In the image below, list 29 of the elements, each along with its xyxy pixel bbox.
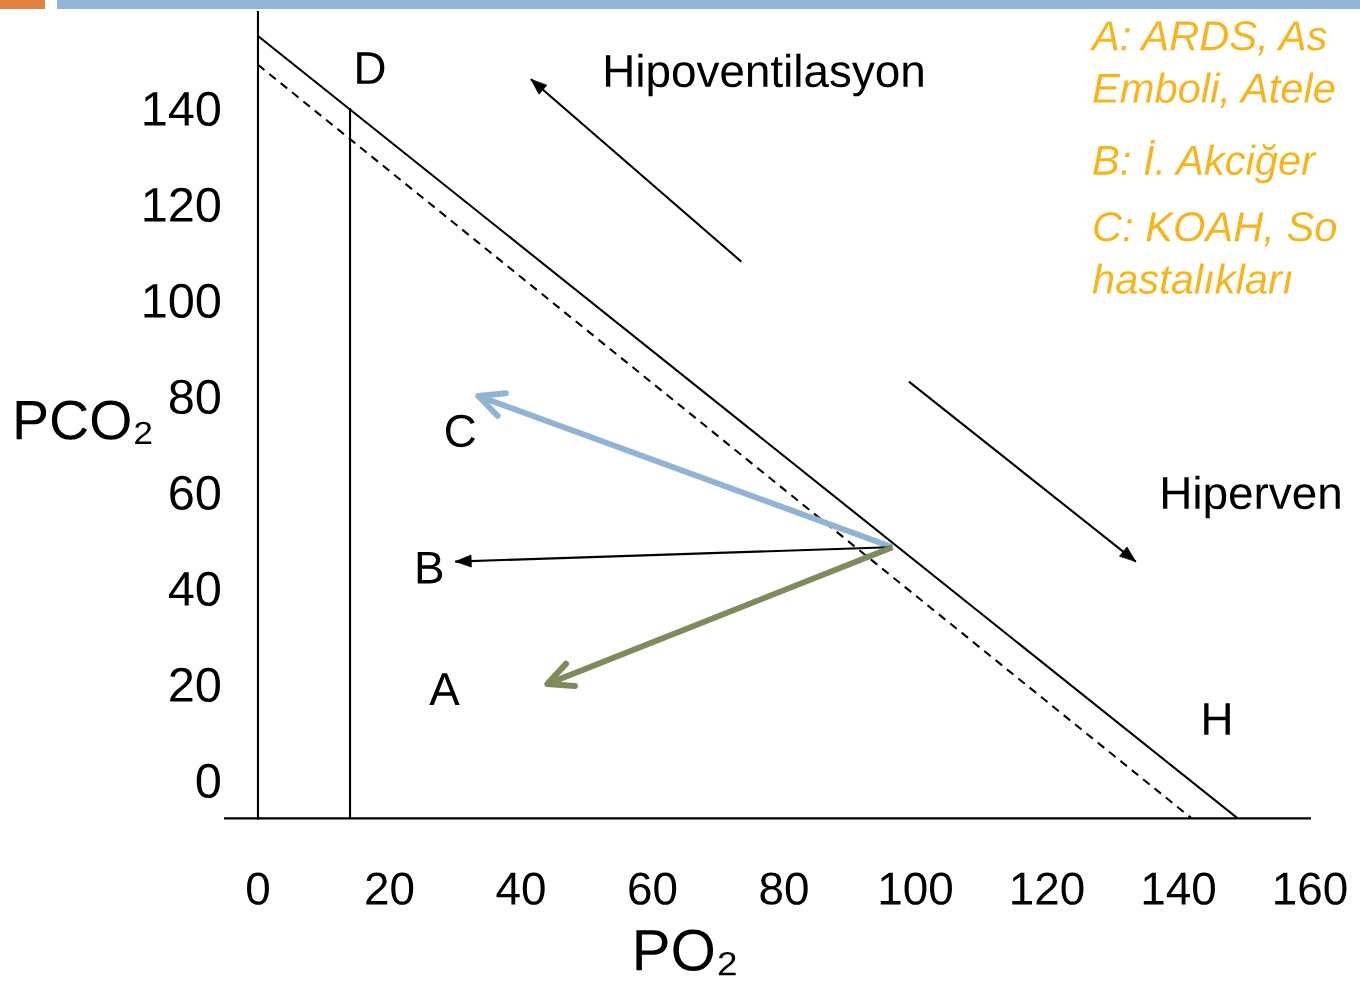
annotation: Hiperven (1163, 475, 1340, 519)
annotation: B: İ. Akciğer (1093, 139, 1317, 184)
annotation: Hipoventilasyon (605, 53, 923, 97)
x-tick-label: 140 (1143, 872, 1215, 905)
y-tick-label: 60 (170, 475, 220, 511)
y-tick-label: 80 (169, 379, 220, 415)
x-axis-title: PO₂ (636, 929, 736, 976)
x-tick-label: 80 (760, 872, 808, 905)
annotation: C: KOAH, So hastalıkları (1092, 212, 1337, 294)
x-tick-label: 20 (366, 872, 414, 905)
x-tick-label: 120 (1012, 872, 1084, 905)
annotation: A: ARDS, As Emboli, Atele (1089, 21, 1335, 108)
y-tick-label: 120 (144, 187, 220, 223)
annotation: H (1204, 703, 1230, 735)
y-tick-label: 20 (170, 667, 220, 703)
y-tick-label: 40 (168, 571, 220, 607)
y-tick-label: 0 (196, 763, 220, 799)
annotation: B (417, 551, 443, 584)
annotation: A (429, 673, 460, 705)
annotation: D (357, 52, 385, 84)
x-tick-label: 60 (629, 872, 677, 905)
x-tick-label: 100 (880, 872, 952, 905)
y-tick-label: 100 (144, 283, 220, 319)
y-axis-title: PCO₂ (16, 400, 152, 444)
x-tick-label: 160 (1275, 872, 1347, 905)
annotation: C (445, 414, 475, 448)
y-tick-label: 140 (144, 91, 220, 127)
x-tick-label: 0 (247, 872, 269, 905)
x-tick-label: 40 (496, 872, 545, 905)
